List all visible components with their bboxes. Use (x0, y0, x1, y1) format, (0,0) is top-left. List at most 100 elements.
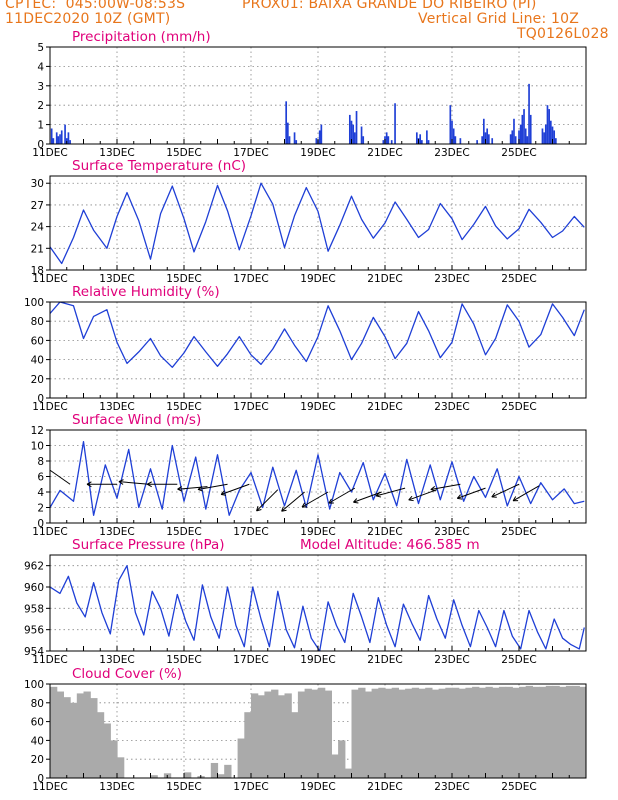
precip-bar (529, 114, 532, 144)
cloud-bar (324, 690, 332, 778)
cloud-bar (297, 691, 306, 778)
series-line (50, 302, 585, 368)
x-tick-label: 19DEC (300, 273, 335, 285)
cloud-bar (351, 689, 359, 778)
wind-arrow-head (281, 506, 284, 512)
panel-title: Precipitation (mm/h) (72, 29, 211, 45)
wind-arrow-head (118, 479, 124, 483)
wind-arrow-head (456, 494, 461, 499)
cloud-bar (50, 686, 58, 778)
wind-arrow-head (430, 488, 436, 492)
x-tick-label: 23DEC (434, 526, 469, 538)
cloud-bar (492, 687, 500, 778)
cloud-bar (385, 688, 393, 778)
x-tick-label: 11DEC (32, 147, 67, 159)
cloud-bar (110, 740, 118, 778)
precip-bar (451, 120, 453, 144)
precip-bar (513, 118, 515, 144)
cloud-bar (545, 685, 554, 778)
y-tick-label: 40 (31, 355, 44, 367)
precip-bar (60, 130, 63, 144)
wind-arrow-shaft (457, 487, 486, 499)
cloud-bar (498, 686, 507, 778)
panel-annotation: Model Altitude: 466.585 m (300, 537, 480, 553)
precip-bar (285, 101, 288, 144)
precip-bar (387, 136, 390, 144)
wind-arrow-head (86, 481, 92, 485)
wind-arrow-shaft (197, 483, 228, 490)
x-tick-label: 17DEC (233, 147, 268, 159)
precip-bar (382, 140, 385, 144)
precip-bar (484, 132, 487, 144)
wind-arrow-head (46, 467, 48, 471)
wind-arrow (220, 483, 250, 496)
cloud-bar (391, 687, 399, 778)
precip-bar (55, 132, 58, 144)
cloud-bar (532, 686, 540, 778)
panel-title: Relative Humidity (%) (72, 284, 220, 300)
panel-5: 0 20 40 60 80 100 11DEC 13DEC 15DEC 17DEC 19DEC 21D… (24, 666, 587, 793)
series-line (50, 440, 585, 516)
precip-bar (452, 128, 455, 144)
x-tick-label: 15DEC (166, 273, 201, 285)
precip-bar (385, 132, 388, 144)
x-tick-label: 23DEC (434, 654, 469, 666)
x-tick-label: 19DEC (300, 147, 335, 159)
cloud-bar (244, 712, 252, 778)
precip-bar (509, 134, 512, 144)
precip-bar (427, 140, 430, 144)
cloud-bar (63, 697, 71, 778)
header-model-code: TQ0126L028 (517, 26, 609, 42)
wind-arrow-shaft (301, 491, 329, 508)
wind-arrow (456, 487, 486, 500)
x-tick-label: 17DEC (233, 273, 268, 285)
cloud-bar (217, 774, 225, 778)
wind-arrow-shaft (50, 469, 71, 485)
precip-bar (52, 138, 55, 144)
cloud-bar (83, 691, 91, 778)
y-tick-label: 20 (31, 754, 44, 766)
y-tick-label: 18 (31, 265, 44, 277)
cloud-bar (431, 689, 440, 778)
wind-arrow-head (301, 502, 306, 508)
x-tick-label: 13DEC (99, 147, 134, 159)
wind-arrow (86, 481, 117, 488)
wind-arrow-shaft (375, 487, 406, 497)
x-tick-label: 13DEC (99, 401, 134, 413)
y-tick-label: 6 (37, 472, 44, 484)
data-layer (46, 440, 585, 516)
cloud-bar (559, 686, 567, 778)
precip-bar (57, 136, 60, 144)
x-tick-label: 25DEC (501, 526, 536, 538)
y-tick-label: 960 (24, 582, 44, 594)
precip-bar (454, 136, 457, 144)
wind-arrow (375, 487, 406, 498)
cloud-bar (237, 738, 245, 778)
y-tick-label: 24 (31, 222, 45, 234)
precip-bar (546, 105, 549, 144)
wind-arrow-head (408, 499, 414, 502)
cloud-bar (519, 686, 527, 778)
wind-arrow-head (512, 496, 517, 502)
wind-arrow (147, 481, 178, 488)
y-tick-label: 3 (37, 81, 44, 93)
y-tick-label: 0 (37, 773, 44, 785)
precip-bar (394, 103, 396, 144)
cloud-bar (338, 740, 346, 778)
cloud-bar (251, 693, 259, 778)
precip-bar (555, 138, 557, 144)
precip-bar (426, 130, 428, 144)
x-tick-label: 19DEC (300, 526, 335, 538)
x-tick-label: 13DEC (99, 526, 134, 538)
wind-arrow-shaft (353, 491, 382, 503)
wind-arrow-head (281, 509, 287, 512)
precip-bar (355, 111, 358, 144)
wind-arrow-shaft (256, 489, 279, 512)
x-tick-label: 19DEC (300, 781, 335, 793)
wind-arrow-head (177, 486, 183, 490)
wind-arrow-shaft (430, 483, 461, 490)
x-tick-label: 23DEC (434, 147, 469, 159)
cloud-bar (284, 693, 292, 778)
precip-bar (295, 140, 298, 144)
